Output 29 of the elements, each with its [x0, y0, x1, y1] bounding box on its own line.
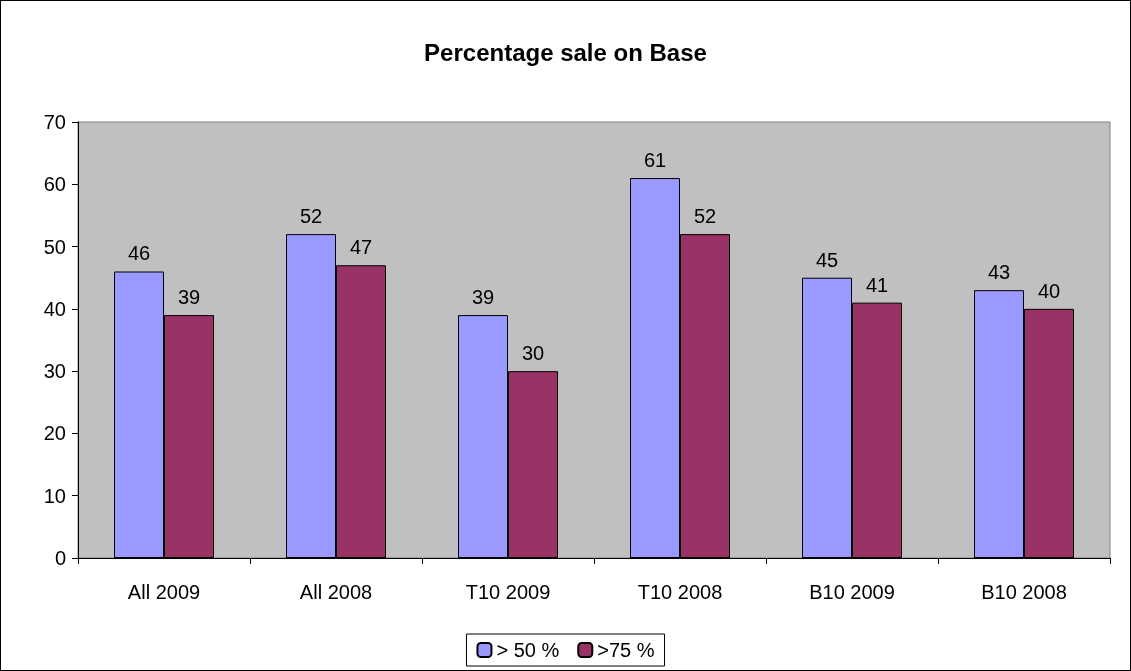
data-label: 39: [471, 286, 495, 309]
data-label: 52: [299, 205, 323, 228]
data-label: 43: [987, 261, 1011, 284]
data-label: 30: [521, 342, 545, 365]
data-label: 47: [349, 236, 373, 259]
y-tick-label: 40: [43, 297, 66, 320]
x-tick-label: B10 2009: [809, 581, 895, 603]
y-tick-label: 70: [43, 111, 66, 133]
y-tick-label: 50: [43, 235, 66, 258]
y-tick-label: 20: [43, 422, 66, 445]
legend-label: > 50 %: [496, 639, 560, 661]
data-label: 41: [865, 273, 889, 296]
y-tick-label: 0: [54, 547, 66, 569]
y-tick-label: 30: [43, 360, 66, 383]
data-label: 52: [693, 205, 717, 228]
legend-label: >75 %: [597, 639, 655, 661]
data-label: 39: [177, 286, 201, 309]
x-tick-label: All 2008: [299, 581, 373, 603]
data-label: 45: [815, 248, 839, 271]
chart-title: Percentage sale on Base: [424, 38, 707, 66]
x-tick-label: B10 2008: [981, 581, 1067, 603]
y-tick-label: 10: [43, 484, 66, 507]
y-tick-label: 60: [43, 173, 66, 196]
x-tick-label: All 2009: [127, 581, 201, 603]
x-tick-label: T10 2008: [637, 581, 723, 603]
x-tick-label: T10 2009: [465, 581, 551, 603]
data-label: 40: [1037, 279, 1061, 302]
data-label: 61: [643, 149, 667, 172]
data-label: 46: [127, 242, 151, 265]
